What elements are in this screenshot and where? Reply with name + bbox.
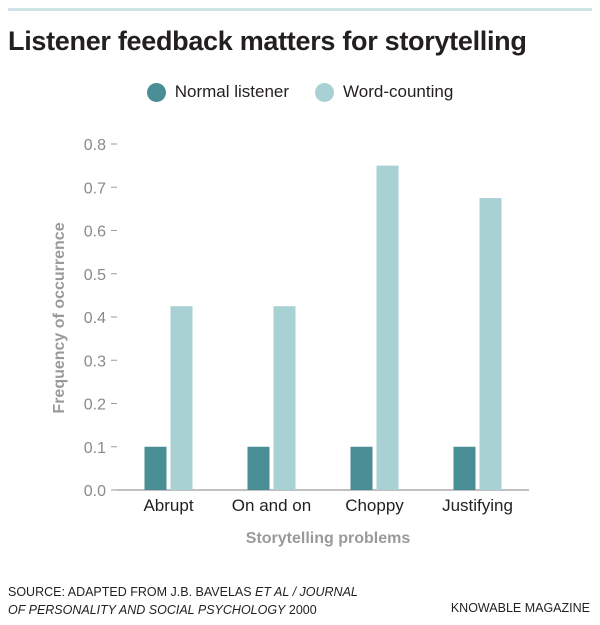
bar-word-counting [479,198,502,490]
y-tick-label: 0.4 [84,310,106,327]
bar-word-counting [376,165,399,490]
legend-item-normal: Normal listener [146,82,290,102]
y-tick-label: 0.5 [84,267,106,284]
bar-normal-listener [350,446,373,490]
x-axis-title: Storytelling problems [246,530,411,547]
chart-title: Listener feedback matters for storytelli… [8,26,527,56]
x-tick-label: Justifying [442,496,513,515]
source-italic-1: ET AL / JOURNAL [255,585,358,599]
bar-chart: 0.0 0.1 0.2 0.3 0.4 0.5 0.6 0.7 0.8 Abrupt On and … [51,137,529,547]
bar-normal-listener [453,446,476,490]
legend-swatch-word-counting [315,82,335,102]
y-tick-label: 0.7 [84,180,106,197]
legend-label-normal: Normal listener [174,82,290,101]
source-prefix: SOURCE: ADAPTED FROM J.B. BAVELAS [8,585,256,599]
y-tick-label: 0.8 [84,137,106,154]
legend-item-word-counting: Word-counting [315,82,453,102]
bar-word-counting [170,306,193,490]
bar-normal-listener [144,446,167,490]
source-italic-2: OF PERSONALITY AND SOCIAL PSYCHOLOGY [8,603,286,617]
y-tick-label: 0.6 [84,224,106,241]
bar-word-counting [273,306,296,490]
x-tick-label: On and on [232,496,311,515]
source-note: SOURCE: ADAPTED FROM J.B. BAVELAS ET AL … [8,583,358,619]
y-tick-label: 0.2 [84,397,106,414]
legend: Normal listener Word-counting [0,82,600,102]
y-tick-label: 0.1 [84,440,106,457]
top-rule [8,8,592,11]
x-tick-label: Choppy [345,496,404,515]
x-tick-label: Abrupt [143,496,193,515]
y-tick-label: 0.0 [84,483,106,500]
y-axis-title: Frequency of occurrence [51,222,68,413]
source-year: 2000 [285,603,317,617]
legend-swatch-normal [146,82,166,102]
legend-label-word-counting: Word-counting [343,82,454,101]
credit: KNOWABLE MAGAZINE [450,601,590,615]
bar-normal-listener [247,446,270,490]
y-tick-label: 0.3 [84,353,106,370]
